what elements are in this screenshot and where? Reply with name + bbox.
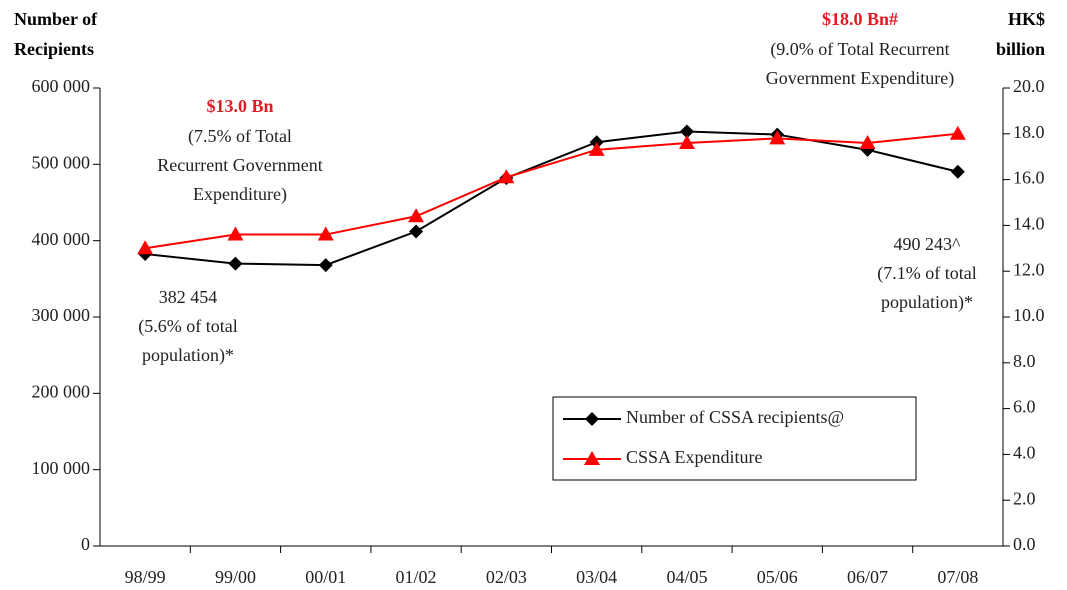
y2-tick-label: 2.0: [1013, 488, 1036, 508]
x-tick-label: 04/05: [666, 567, 707, 587]
point: [859, 134, 876, 149]
annotation: population)*: [881, 292, 973, 313]
annotation: $13.0 Bn: [206, 96, 273, 116]
point: [498, 169, 515, 184]
y-tick-label: 600 000: [32, 76, 91, 96]
annotation: $18.0 Bn#: [822, 9, 898, 29]
point: [317, 226, 334, 241]
x-tick-label: 98/99: [125, 567, 166, 587]
y-axis-title: Number of: [14, 9, 98, 29]
point: [409, 224, 424, 239]
y2-tick-label: 14.0: [1013, 214, 1045, 234]
x-tick-label: 00/01: [305, 567, 346, 587]
x-tick-label: 02/03: [486, 567, 527, 587]
y-tick-label: 500 000: [32, 152, 91, 172]
y-tick-label: 400 000: [32, 229, 91, 249]
legend-label: CSSA Expenditure: [626, 447, 763, 467]
y-tick-label: 0: [81, 534, 90, 554]
annotation: (7.1% of total: [877, 263, 976, 284]
legend-box: [552, 396, 917, 481]
y2-tick-label: 12.0: [1013, 259, 1045, 279]
y2-tick-label: 6.0: [1013, 397, 1036, 417]
y-axis-title: Recipients: [14, 39, 94, 59]
annotation: (9.0% of Total Recurrent: [770, 39, 949, 60]
point: [227, 226, 244, 241]
annotation: population)*: [142, 345, 234, 366]
y-tick-label: 200 000: [32, 381, 91, 401]
y2-axis-title: billion: [996, 39, 1045, 59]
point: [679, 124, 694, 139]
legend-label: Number of CSSA recipients@: [626, 407, 844, 427]
x-tick-label: 03/04: [576, 567, 617, 587]
point: [588, 141, 605, 156]
point: [678, 134, 695, 149]
y-tick-label: 100 000: [32, 458, 91, 478]
x-tick-label: 99/00: [215, 567, 256, 587]
legend-marker: [585, 412, 599, 426]
point: [950, 164, 965, 179]
y2-axis-title: HK$: [1008, 9, 1045, 29]
y2-tick-label: 4.0: [1013, 443, 1036, 463]
series-line: [144, 132, 958, 250]
y2-tick-label: 18.0: [1013, 122, 1045, 142]
annotation: Expenditure): [193, 184, 287, 205]
series-line: [145, 130, 959, 267]
y-tick-label: 300 000: [32, 305, 91, 325]
point: [949, 125, 966, 140]
y2-tick-label: 10.0: [1013, 305, 1045, 325]
point: [318, 258, 333, 273]
point: [408, 208, 425, 223]
x-tick-label: 01/02: [396, 567, 437, 587]
x-tick-label: 06/07: [847, 567, 888, 587]
point: [228, 256, 243, 271]
y2-tick-label: 8.0: [1013, 351, 1036, 371]
annotation: Recurrent Government: [157, 155, 322, 175]
x-tick-label: 07/08: [937, 567, 978, 587]
annotation: 382 454: [159, 287, 218, 307]
annotation: Government Expenditure): [766, 68, 954, 89]
annotation: (5.6% of total: [138, 316, 237, 337]
point: [137, 240, 154, 255]
y2-tick-label: 0.0: [1013, 534, 1036, 554]
x-tick-label: 05/06: [757, 567, 798, 587]
legend-marker: [584, 451, 600, 465]
point: [769, 130, 786, 145]
annotation: (7.5% of Total: [188, 126, 292, 147]
y2-tick-label: 20.0: [1013, 76, 1045, 96]
annotation: 490 243^: [894, 234, 962, 254]
y2-tick-label: 16.0: [1013, 168, 1045, 188]
